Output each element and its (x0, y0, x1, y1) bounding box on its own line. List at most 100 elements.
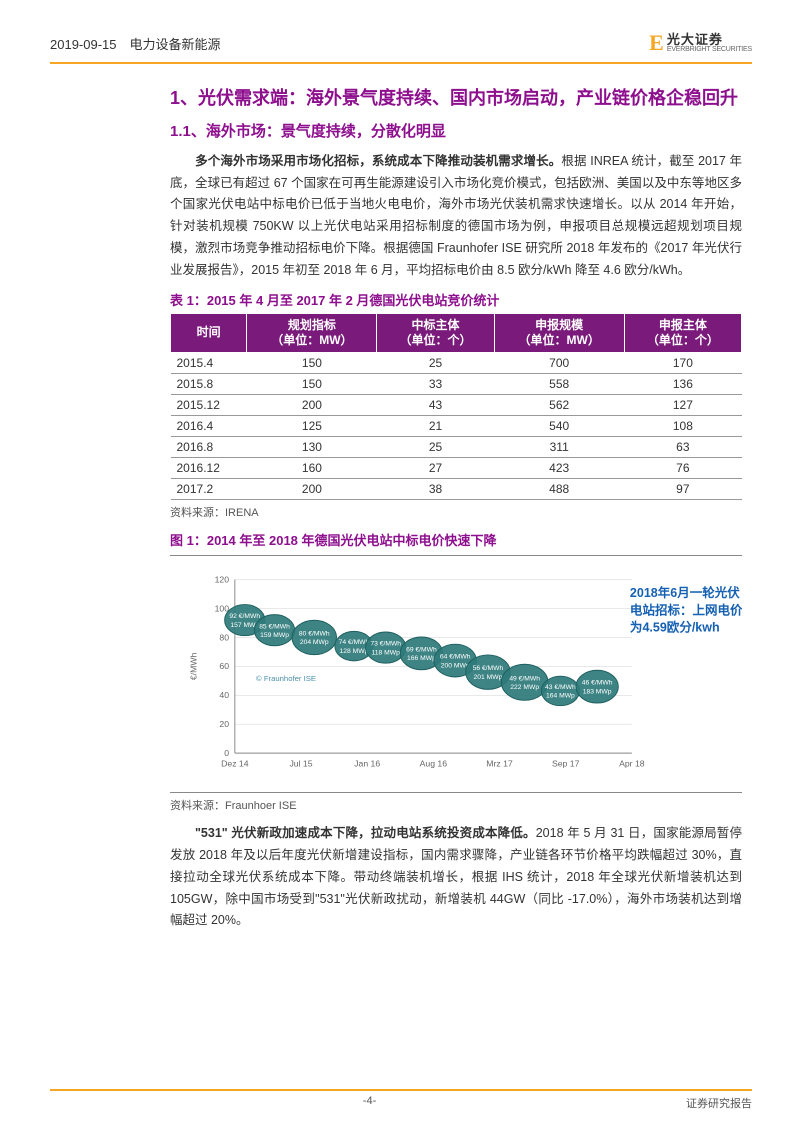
svg-text:200 MWp: 200 MWp (441, 662, 470, 669)
table-header-cell: 中标主体（单位：个） (377, 313, 494, 352)
svg-text:Sep 17: Sep 17 (552, 759, 580, 769)
p1-body: 根据 INREA 统计，截至 2017 年底，全球已有超过 67 个国家在可再生… (170, 154, 742, 277)
figure-1-chart: 020406080100120€/MWhDez 14Jul 15Jan 16Au… (170, 555, 742, 793)
svg-text:69 €/MWh: 69 €/MWh (406, 646, 437, 653)
table-header-cell: 规划指标（单位：MW） (247, 313, 377, 352)
table-cell: 21 (377, 415, 494, 436)
page-number: -4- (53, 1095, 686, 1111)
table-cell: 2015.12 (171, 394, 247, 415)
svg-text:204 MWp: 204 MWp (300, 639, 329, 646)
table-cell: 2015.8 (171, 373, 247, 394)
table-cell: 2017.2 (171, 478, 247, 499)
svg-text:222 MWp: 222 MWp (510, 684, 539, 691)
heading-1: 1、光伏需求端：海外景气度持续、国内市场启动，产业链价格企稳回升 (170, 84, 742, 114)
table-cell: 540 (494, 415, 624, 436)
svg-text:Aug 16: Aug 16 (420, 759, 448, 769)
table-cell: 27 (377, 457, 494, 478)
svg-text:183 MWp: 183 MWp (583, 688, 612, 695)
svg-text:201 MWp: 201 MWp (474, 674, 503, 681)
table-cell: 200 (247, 478, 377, 499)
table-cell: 200 (247, 394, 377, 415)
table-cell: 558 (494, 373, 624, 394)
svg-text:166 MWp: 166 MWp (407, 655, 436, 662)
logo-en: EVERBRIGHT SECURITIES (667, 46, 752, 53)
bubble-chart-svg: 020406080100120€/MWhDez 14Jul 15Jan 16Au… (170, 570, 742, 782)
footer-right: 证券研究报告 (686, 1095, 752, 1111)
p2-lead: "531" 光伏新政加速成本下降，拉动电站系统投资成本降低。 (195, 826, 536, 840)
table-cell: 311 (494, 436, 624, 457)
table-row: 2016.412521540108 (171, 415, 742, 436)
svg-text:Apr 18: Apr 18 (619, 759, 645, 769)
svg-text:为4.59欧分/kwh: 为4.59欧分/kwh (630, 620, 720, 635)
table-cell: 76 (624, 457, 741, 478)
table-header-cell: 申报规模（单位：MW） (494, 313, 624, 352)
page-footer: -4- 证券研究报告 (50, 1089, 752, 1111)
table-cell: 170 (624, 352, 741, 373)
table-cell: 125 (247, 415, 377, 436)
svg-text:92 €/MWh: 92 €/MWh (229, 613, 260, 620)
header-date-title: 2019-09-15 电力设备新能源 (50, 34, 221, 53)
table-cell: 25 (377, 352, 494, 373)
table-cell: 700 (494, 352, 624, 373)
heading-1-1: 1.1、海外市场：景气度持续，分散化明显 (170, 120, 742, 141)
svg-text:43 €/MWh: 43 €/MWh (545, 684, 576, 691)
table-cell: 150 (247, 373, 377, 394)
svg-text:0: 0 (224, 748, 229, 758)
paragraph-2: "531" 光伏新政加速成本下降，拉动电站系统投资成本降低。2018 年 5 月… (170, 823, 742, 932)
svg-text:64 €/MWh: 64 €/MWh (440, 654, 471, 661)
table-1-source: 资料来源：IRENA (170, 504, 742, 520)
table-header-cell: 申报主体（单位：个） (624, 313, 741, 352)
logo-e-icon: E (649, 30, 663, 56)
table-cell: 108 (624, 415, 741, 436)
table-cell: 38 (377, 478, 494, 499)
svg-text:60: 60 (219, 661, 229, 671)
svg-text:20: 20 (219, 719, 229, 729)
table-cell: 63 (624, 436, 741, 457)
logo-cn: 光大证券 (667, 33, 752, 46)
table-cell: 97 (624, 478, 741, 499)
svg-text:49 €/MWh: 49 €/MWh (509, 675, 540, 682)
svg-text:Jan 16: Jan 16 (354, 759, 380, 769)
svg-text:46 €/MWh: 46 €/MWh (582, 680, 613, 687)
svg-text:2018年6月一轮光伏: 2018年6月一轮光伏 (630, 585, 740, 600)
table-cell: 2016.12 (171, 457, 247, 478)
svg-text:159 MWp: 159 MWp (260, 632, 289, 639)
svg-text:Dez 14: Dez 14 (221, 759, 249, 769)
svg-text:56 €/MWh: 56 €/MWh (473, 665, 504, 672)
figure-1-source: 资料来源：Fraunhoer ISE (170, 797, 742, 813)
paragraph-1: 多个海外市场采用市场化招标，系统成本下降推动装机需求增长。根据 INREA 统计… (170, 151, 742, 282)
table-cell: 33 (377, 373, 494, 394)
table-cell: 136 (624, 373, 741, 394)
table-cell: 2016.4 (171, 415, 247, 436)
svg-text:80 €/MWh: 80 €/MWh (299, 630, 330, 637)
svg-text:40: 40 (219, 690, 229, 700)
svg-text:120: 120 (215, 574, 230, 584)
svg-text:© Fraunhofer ISE: © Fraunhofer ISE (256, 674, 316, 683)
table-row: 2015.1220043562127 (171, 394, 742, 415)
table-row: 2017.22003848897 (171, 478, 742, 499)
svg-text:128 MWp: 128 MWp (340, 648, 369, 655)
svg-text:€/MWh: €/MWh (188, 652, 198, 680)
p2-body: 2018 年 5 月 31 日，国家能源局暂停发放 2018 年及以后年度光伏新… (170, 826, 742, 928)
page-header: 2019-09-15 电力设备新能源 E 光大证券 EVERBRIGHT SEC… (50, 30, 752, 64)
brand-logo: E 光大证券 EVERBRIGHT SECURITIES (649, 30, 752, 56)
table-cell: 43 (377, 394, 494, 415)
table-row: 2015.815033558136 (171, 373, 742, 394)
table-cell: 150 (247, 352, 377, 373)
table-header-cell: 时间 (171, 313, 247, 352)
svg-text:Mrz 17: Mrz 17 (486, 759, 513, 769)
table-1: 时间规划指标（单位：MW）中标主体（单位：个）申报规模（单位：MW）申报主体（单… (170, 313, 742, 500)
table-1-title: 表 1：2015 年 4 月至 2017 年 2 月德国光伏电站竞价统计 (170, 290, 742, 309)
svg-text:118 MWp: 118 MWp (372, 649, 401, 656)
table-cell: 25 (377, 436, 494, 457)
p1-lead: 多个海外市场采用市场化招标，系统成本下降推动装机需求增长。 (195, 154, 561, 168)
svg-text:74 €/MWh: 74 €/MWh (339, 639, 370, 646)
table-cell: 130 (247, 436, 377, 457)
svg-text:85 €/MWh: 85 €/MWh (259, 623, 290, 630)
table-cell: 160 (247, 457, 377, 478)
main-content: 1、光伏需求端：海外景气度持续、国内市场启动，产业链价格企稳回升 1.1、海外市… (170, 84, 742, 932)
table-cell: 488 (494, 478, 624, 499)
table-cell: 127 (624, 394, 741, 415)
table-row: 2016.81302531163 (171, 436, 742, 457)
svg-text:电站招标：上网电价: 电站招标：上网电价 (630, 602, 742, 617)
